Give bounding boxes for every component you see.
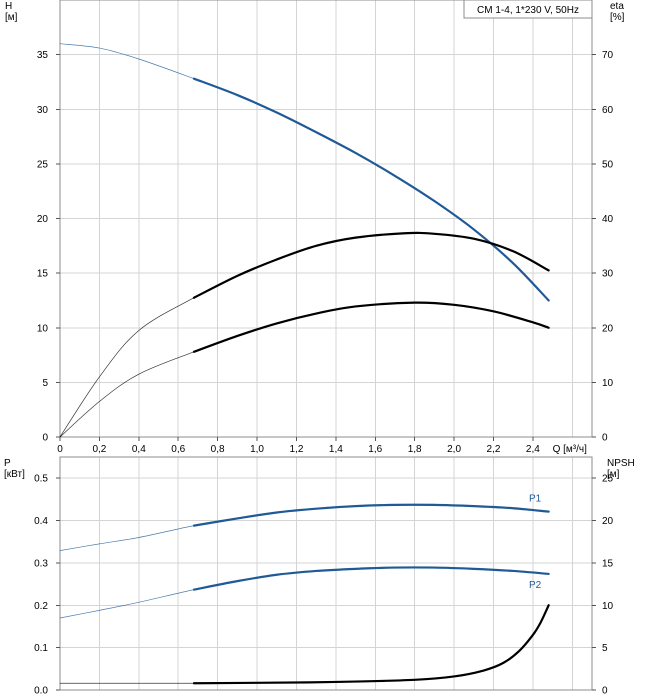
y2-axis-label-line: eta — [610, 1, 624, 12]
eta-pump-curve-extended — [59, 232, 549, 438]
y2-tick-label: 50 — [602, 159, 614, 170]
x-tick-label: 2,4 — [526, 444, 540, 455]
h-curve-extended — [59, 43, 549, 301]
x-tick-label: 1,8 — [408, 444, 422, 455]
y-tick-label: 35 — [37, 50, 49, 61]
y-tick-label: 0.3 — [34, 558, 48, 569]
p1-curve-extended — [59, 504, 549, 551]
x-tick-label: 0,4 — [132, 444, 146, 455]
y-axis-label-line: [м] — [5, 12, 18, 23]
chart-title: CM 1-4, 1*230 V, 50Hz — [477, 5, 579, 16]
y2-tick-label: 40 — [602, 214, 614, 225]
x-axis-label: Q [м³/ч] — [553, 444, 588, 455]
p1-curve — [192, 503, 550, 527]
y-tick-label: 0 — [42, 433, 48, 444]
x-tick-label: 1,6 — [368, 444, 382, 455]
y2-tick-label: 0 — [602, 433, 608, 444]
y-tick-label: 15 — [37, 269, 49, 280]
x-tick-label: 0,2 — [92, 444, 106, 455]
y-axis-label: P [кВт] — [4, 458, 25, 480]
y2-axis-label-line: NPSH — [607, 458, 635, 469]
eta-pump-curve — [192, 231, 550, 299]
y2-tick-label: 60 — [602, 105, 614, 116]
npsh-curve — [192, 604, 550, 685]
y2-axis-label: NPSH [м] — [607, 458, 635, 480]
eta-total-curve-extended — [59, 302, 549, 438]
y2-tick-label: 5 — [602, 643, 608, 654]
x-tick-label: 2,0 — [447, 444, 461, 455]
eta-total-curve — [192, 301, 550, 353]
power-npsh-chart: 0.0 0.1 0.2 0.3 0.4 0.5 0 5 10 15 20 25 P [кВт] NPSH [м… — [4, 456, 635, 697]
y-axis-label: H [м] — [5, 1, 18, 23]
y2-tick-label: 25 — [602, 474, 614, 485]
x-tick-label: 0 — [57, 444, 63, 455]
x-tick-label: 2,2 — [487, 444, 501, 455]
x-tick-label: 0,8 — [211, 444, 225, 455]
p1-label: P1 — [529, 494, 542, 505]
y-tick-label: 25 — [37, 159, 49, 170]
y-tick-label: 30 — [37, 105, 49, 116]
y2-tick-label: 0 — [602, 686, 608, 697]
x-tick-label: 1,2 — [289, 444, 303, 455]
y2-axis-label-line: [м] — [607, 469, 620, 480]
x-tick-label: 0,6 — [171, 444, 185, 455]
title-box — [463, 0, 593, 19]
y2-tick-label: 10 — [602, 601, 614, 612]
y-tick-label: 0.4 — [34, 516, 48, 527]
plot-frame — [59, 456, 593, 691]
y-tick-label: 0.2 — [34, 601, 48, 612]
y2-axis-label: eta [%] — [610, 1, 625, 23]
h-curve — [192, 77, 550, 302]
y-tick-label: 0.1 — [34, 643, 48, 654]
x-tick-label: 1,0 — [250, 444, 264, 455]
y-tick-label: 0.5 — [34, 474, 48, 485]
y2-tick-label: 10 — [602, 378, 614, 389]
y-axis-label-line: [кВт] — [4, 469, 25, 480]
y-tick-label: 0.0 — [34, 686, 48, 697]
y2-tick-label: 20 — [602, 323, 614, 334]
y-axis-label-line: P — [4, 458, 11, 469]
y2-tick-label: 70 — [602, 50, 614, 61]
y2-tick-label: 30 — [602, 269, 614, 280]
x-tick-label: 1,4 — [329, 444, 343, 455]
y-tick-label: 5 — [42, 378, 48, 389]
head-efficiency-chart: 0 5 10 15 20 25 30 35 0 10 20 30 40 50 60 70 0 0,2 0,4 0,6 0… — [5, 0, 625, 455]
y2-tick-label: 20 — [602, 516, 614, 527]
y2-axis-label-line: [%] — [610, 12, 625, 23]
p2-label: P2 — [529, 580, 542, 591]
p2-curve-extended — [59, 567, 549, 619]
y-tick-label: 20 — [37, 214, 49, 225]
y-axis-label-line: H — [5, 1, 12, 12]
y2-tick-label: 15 — [602, 558, 614, 569]
y-tick-label: 10 — [37, 323, 49, 334]
p2-curve — [192, 566, 550, 591]
